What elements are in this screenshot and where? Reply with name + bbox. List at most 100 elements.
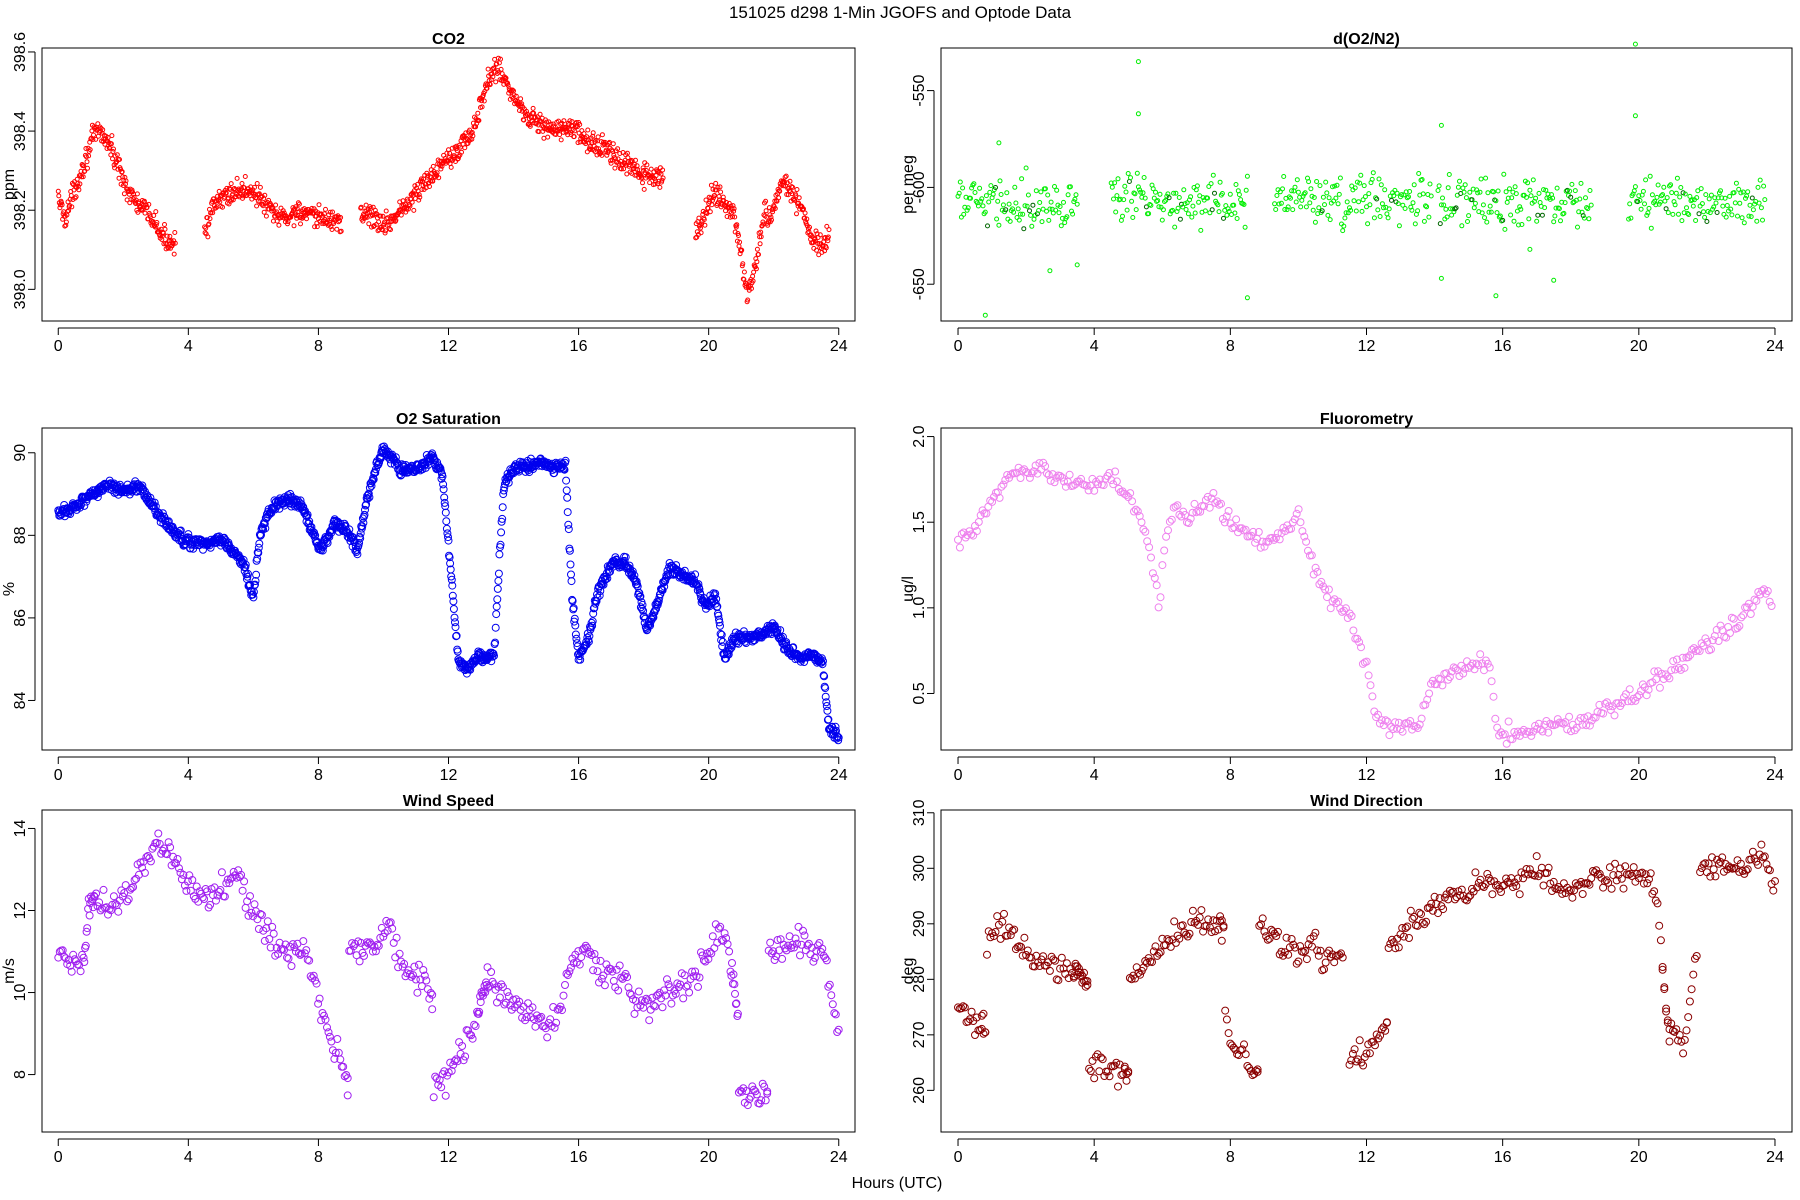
- co2-point: [733, 224, 739, 230]
- co2-point: [476, 118, 482, 123]
- o2n2-point: [1741, 220, 1747, 226]
- winddir-point: [1294, 957, 1303, 966]
- o2sat-point: [570, 617, 579, 626]
- co2-point: [298, 214, 304, 220]
- co2-point: [270, 206, 276, 211]
- o2sat-point: [261, 524, 270, 533]
- o2sat-point: [80, 501, 89, 510]
- co2-point: [296, 209, 302, 215]
- o2n2-point: [1438, 275, 1444, 281]
- o2n2-point: [1310, 207, 1316, 213]
- o2n2-point: [1029, 223, 1035, 229]
- co2-point: [252, 184, 257, 190]
- o2sat-point: [243, 572, 252, 581]
- co2-point: [447, 150, 453, 156]
- o2n2-point: [1736, 186, 1742, 192]
- o2n2-point: [1655, 182, 1661, 188]
- o2n2-point: [971, 181, 977, 187]
- o2n2-point: [1323, 179, 1329, 185]
- o2n2-point: [1496, 214, 1502, 220]
- windspeed-point: [600, 981, 609, 990]
- fluoro-point: [1565, 712, 1574, 721]
- co2-point: [263, 213, 269, 219]
- co2-x-tick-label: 12: [440, 338, 458, 355]
- o2n2-point: [977, 185, 983, 191]
- fluoro-point: [1167, 515, 1176, 524]
- co2-point: [656, 178, 662, 184]
- o2n2-point: [1669, 190, 1675, 196]
- co2-point: [524, 108, 529, 114]
- co2-point: [789, 191, 795, 197]
- windspeed-point: [834, 1025, 843, 1034]
- o2n2-point: [1030, 202, 1036, 208]
- o2n2-point: [1166, 195, 1172, 201]
- co2-point: [621, 166, 627, 172]
- o2n2-point: [1175, 205, 1181, 211]
- co2-title: CO2: [432, 31, 465, 48]
- winddir-point: [1483, 869, 1492, 878]
- fluoro-point: [1364, 671, 1373, 680]
- co2-point: [411, 207, 417, 213]
- winddir-point: [1188, 906, 1197, 915]
- co2-point: [633, 157, 638, 163]
- o2n2-point: [1293, 199, 1299, 205]
- co2-point: [296, 201, 302, 207]
- co2-point: [69, 204, 75, 210]
- co2-point: [822, 235, 828, 240]
- co2-point: [202, 230, 208, 236]
- o2n2-point: [1022, 203, 1028, 209]
- winddir-point: [1114, 1082, 1122, 1091]
- o2sat-point: [308, 527, 317, 536]
- o2sat-point: [451, 623, 460, 632]
- windspeed-point: [241, 903, 250, 912]
- o2n2-point: [1394, 190, 1400, 196]
- o2n2-point: [1308, 186, 1314, 192]
- o2n2-point: [979, 196, 985, 202]
- co2-point: [796, 195, 802, 201]
- windspeed-y-tick-label: 12: [12, 901, 29, 919]
- o2n2-y-tick-label: -550: [911, 74, 928, 106]
- o2n2-y-tick-label: -650: [911, 268, 928, 300]
- windspeed-point: [287, 962, 296, 970]
- o2sat-point: [159, 512, 168, 521]
- windspeed-point: [634, 987, 643, 996]
- co2-point: [376, 219, 382, 225]
- co2-point: [205, 234, 211, 240]
- co2-point: [647, 180, 653, 186]
- o2n2-point: [1720, 203, 1726, 209]
- o2n2-point: [1642, 201, 1647, 207]
- o2n2-point: [1512, 184, 1518, 190]
- windspeed-point: [725, 947, 734, 956]
- windspeed-point: [543, 1033, 552, 1042]
- co2-point: [741, 269, 747, 275]
- o2sat-point: [636, 592, 645, 601]
- co2-point: [494, 61, 500, 67]
- co2-point: [278, 205, 284, 211]
- o2sat-point: [445, 553, 454, 562]
- o2n2-point: [1631, 188, 1637, 194]
- o2n2-point: [1047, 268, 1053, 274]
- o2n2-point: [1177, 216, 1183, 222]
- fluoro-point: [1016, 474, 1025, 482]
- co2-point: [794, 211, 799, 217]
- o2sat-point: [823, 706, 832, 715]
- co2-point: [254, 181, 260, 186]
- o2n2-point: [1438, 202, 1444, 208]
- o2n2-point: [1302, 190, 1308, 196]
- o2n2-point: [1461, 189, 1467, 195]
- o2n2-point: [1722, 195, 1728, 201]
- o2sat-point: [318, 546, 327, 555]
- o2n2-point: [1638, 206, 1644, 212]
- co2-point: [89, 128, 95, 134]
- co2-point: [710, 197, 715, 203]
- winddir-point: [1488, 890, 1497, 899]
- o2n2-point: [1695, 188, 1701, 194]
- co2-point: [701, 217, 707, 222]
- o2n2-point: [1241, 202, 1247, 207]
- co2-point: [436, 175, 442, 181]
- o2sat-y-tick-label: 86: [12, 609, 29, 627]
- o2n2-point: [1486, 209, 1492, 215]
- winddir-point: [1197, 906, 1206, 915]
- co2-point: [707, 209, 713, 215]
- co2-x-tick-label: 8: [314, 338, 323, 355]
